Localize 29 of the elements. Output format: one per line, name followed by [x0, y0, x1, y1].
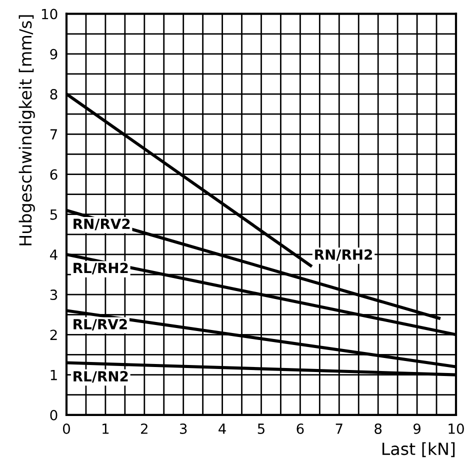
x-tick-label: 7 [336, 424, 342, 434]
x-tick-label: 4 [218, 424, 226, 434]
x-tick-label: 0 [62, 423, 70, 434]
y-tick-label: 3 [50, 290, 58, 300]
y-tick-label: 7 [50, 129, 57, 140]
series-label: RL/RN2 [74, 371, 128, 383]
y-tick-label: 1 [50, 370, 57, 380]
series-label: RL/RV2 [74, 318, 127, 330]
y-tick-label: 8 [50, 89, 58, 100]
y-tick-label: 4 [50, 250, 58, 260]
y-tick-label: 2 [50, 330, 57, 340]
y-tick-label: 10 [42, 8, 58, 20]
y-tick-label: 6 [50, 169, 58, 180]
x-tick-label: 5 [258, 424, 264, 434]
x-tick-label: 9 [414, 423, 420, 434]
x-tick-label: 10 [448, 423, 464, 434]
x-tick-label: 3 [180, 423, 187, 434]
y-tick-label: 9 [50, 48, 58, 60]
x-tick-label: 6 [296, 423, 304, 434]
y-axis-title: Hubgeschwindigkeit [mm/s] [18, 15, 35, 246]
x-axis-title: Last [kN] [382, 442, 455, 458]
series-label: RL/RH2 [74, 262, 128, 274]
y-tick-label: 5 [50, 210, 57, 220]
series-label: RN/RV2 [74, 218, 130, 230]
series-label: RN/RH2 [315, 249, 372, 261]
x-tick-label: 2 [141, 423, 148, 434]
y-tick-label: 0 [50, 410, 58, 420]
x-tick-label: 8 [374, 423, 382, 434]
x-tick-label: 1 [102, 424, 109, 434]
